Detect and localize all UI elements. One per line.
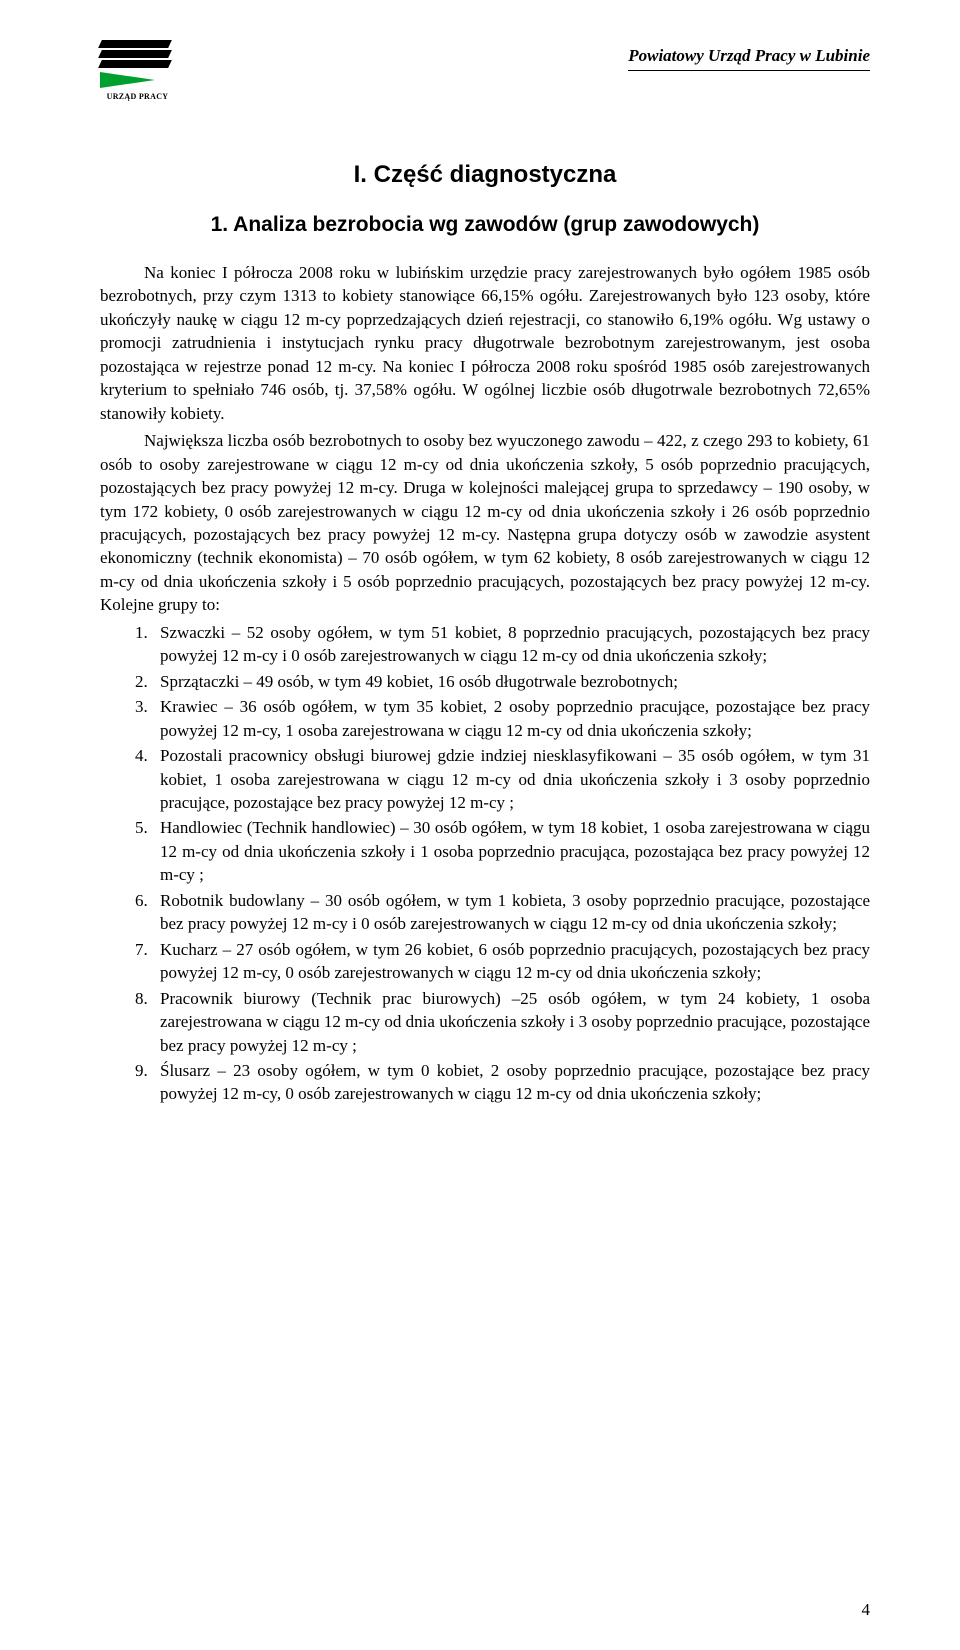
list-item: Pracownik biurowy (Technik prac biurowyc… xyxy=(152,987,870,1057)
header-right: Powiatowy Urząd Pracy w Lubinie xyxy=(628,40,870,71)
list-item: Szwaczki – 52 osoby ogółem, w tym 51 kob… xyxy=(152,621,870,668)
logo-stripes-icon xyxy=(100,40,175,88)
list-item: Krawiec – 36 osób ogółem, w tym 35 kobie… xyxy=(152,695,870,742)
list-item: Robotnik budowlany – 30 osób ogółem, w t… xyxy=(152,889,870,936)
arrow-icon xyxy=(100,72,155,88)
paragraph-1: Na koniec I półrocza 2008 roku w lubińsk… xyxy=(100,261,870,425)
list-item: Sprzątaczki – 49 osób, w tym 49 kobiet, … xyxy=(152,670,870,693)
page-header: URZĄD PRACY Powiatowy Urząd Pracy w Lubi… xyxy=(100,40,870,101)
page-number: 4 xyxy=(862,1600,871,1620)
header-rule xyxy=(628,70,870,71)
org-title: Powiatowy Urząd Pracy w Lubinie xyxy=(628,46,870,66)
org-logo: URZĄD PRACY xyxy=(100,40,175,101)
logo-label: URZĄD PRACY xyxy=(100,92,175,101)
list-item: Pozostali pracownicy obsługi biurowej gd… xyxy=(152,744,870,814)
list-item: Ślusarz – 23 osoby ogółem, w tym 0 kobie… xyxy=(152,1059,870,1106)
document-page: URZĄD PRACY Powiatowy Urząd Pracy w Lubi… xyxy=(0,0,960,1650)
section-title: I. Część diagnostyczna xyxy=(100,161,870,189)
list-item: Kucharz – 27 osób ogółem, w tym 26 kobie… xyxy=(152,938,870,985)
subsection-title: 1. Analiza bezrobocia wg zawodów (grup z… xyxy=(100,213,870,237)
paragraph-2: Największa liczba osób bezrobotnych to o… xyxy=(100,429,870,617)
list-item: Handlowiec (Technik handlowiec) – 30 osó… xyxy=(152,816,870,886)
groups-list: Szwaczki – 52 osoby ogółem, w tym 51 kob… xyxy=(100,621,870,1106)
